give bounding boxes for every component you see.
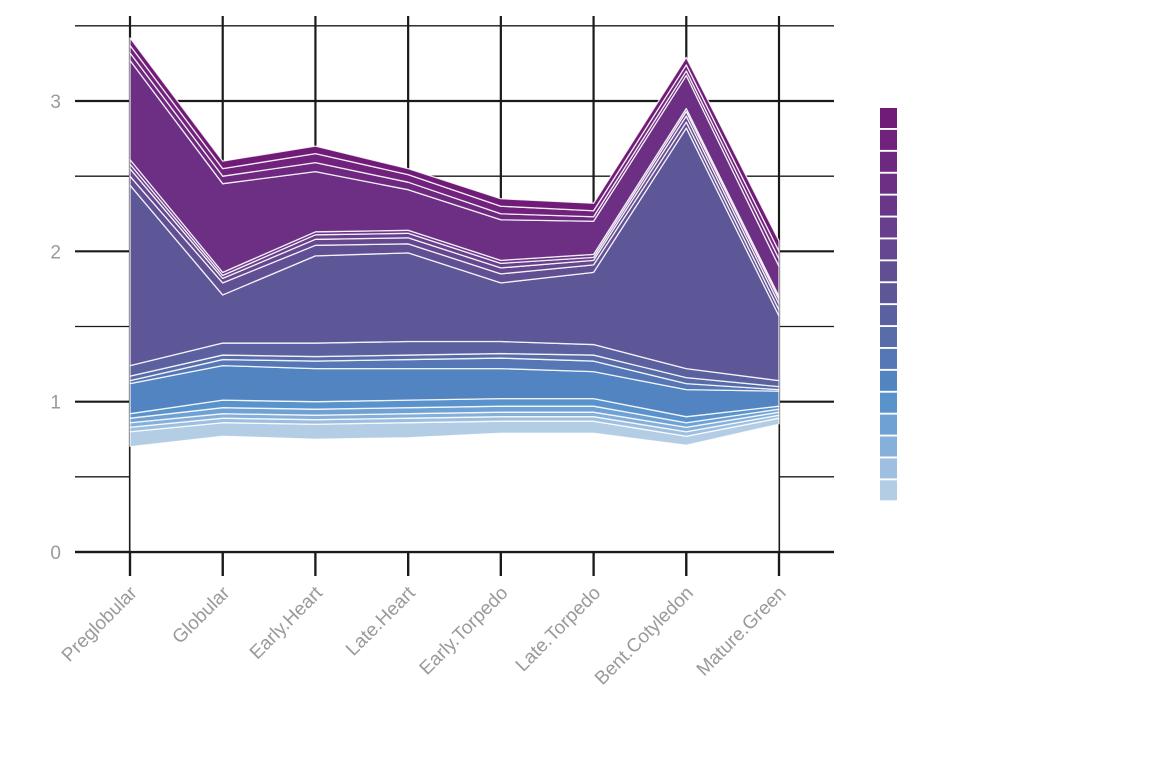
legend-swatch (880, 151, 897, 172)
area-layer (75, 37, 834, 576)
legend-swatch (880, 173, 897, 194)
x-tick-label: Mature.Green (693, 583, 791, 681)
x-tick-label: Late.Torpedo (512, 583, 605, 676)
y-tick-label: 3 (50, 92, 61, 113)
legend-swatch (880, 392, 897, 413)
legend-swatch (880, 305, 897, 326)
baseline-floor (130, 424, 779, 552)
y-tick-label: 2 (50, 242, 61, 263)
legend-swatch (880, 348, 897, 369)
legend-swatch (880, 480, 897, 501)
legend-swatch (880, 327, 897, 347)
x-tick-label: Late.Heart (342, 582, 420, 660)
area-series-18 (129, 37, 780, 252)
y-tick-label: 0 (50, 543, 61, 564)
legend (880, 108, 897, 501)
legend-swatch (880, 370, 897, 391)
legend-swatch (880, 239, 897, 260)
legend-swatch (880, 458, 897, 479)
legend-swatch (880, 129, 897, 150)
y-tick-label: 1 (50, 393, 61, 414)
legend-swatch (880, 195, 897, 216)
x-tick-label: Early.Torpedo (416, 583, 513, 680)
legend-swatch (880, 414, 897, 435)
x-tick-label: Globular (169, 582, 235, 648)
legend-swatch (880, 261, 897, 282)
x-tick-label: Preglobular (58, 582, 142, 666)
legend-swatch (880, 283, 897, 304)
x-tick-label: Early.Heart (246, 582, 328, 664)
x-tick-label: Bent.Cotyledon (591, 583, 698, 690)
legend-swatch (880, 217, 897, 238)
legend-swatch (880, 436, 897, 457)
legend-swatch (880, 108, 897, 128)
